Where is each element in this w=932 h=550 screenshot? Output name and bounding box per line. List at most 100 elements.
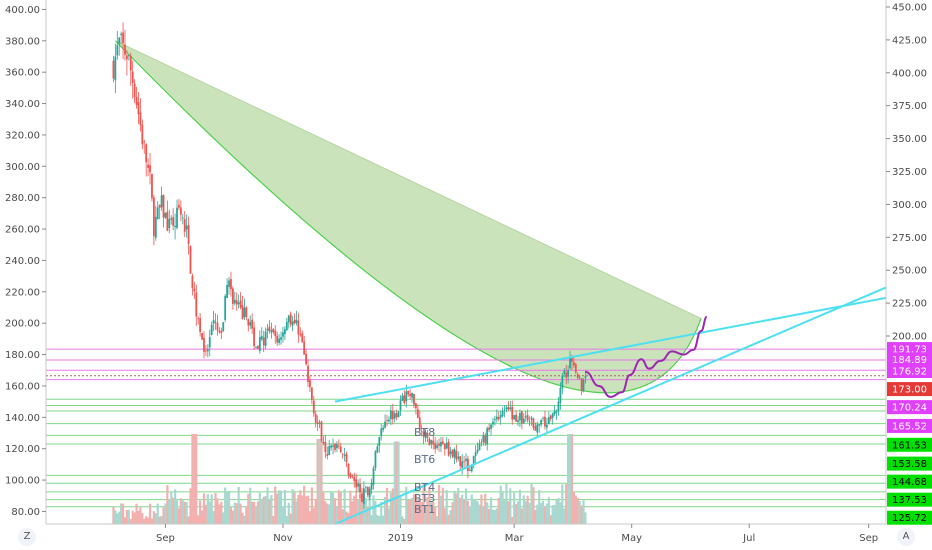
volume-bar [497, 497, 500, 524]
volume-bar [181, 500, 184, 524]
candle-body [501, 411, 504, 417]
candle-body [415, 403, 417, 409]
trendline[interactable] [334, 293, 902, 403]
volume-bar [254, 506, 258, 524]
candle-body [305, 353, 307, 365]
candle-body [391, 411, 394, 420]
candle-body [364, 486, 367, 488]
cup-rim-line[interactable] [115, 40, 702, 319]
volume-bar [339, 492, 342, 524]
volume-bar [206, 494, 209, 524]
volume-bar [328, 504, 331, 524]
volume-bar [312, 507, 315, 524]
volume-bar [154, 513, 157, 524]
volume-bar [488, 508, 491, 524]
candle-body [536, 424, 539, 433]
time-axis[interactable]: Sep Nov 2019 Mar May Jul Sep [156, 524, 878, 544]
volume-bar [121, 503, 125, 524]
volume-bar [291, 489, 294, 524]
candle-body [307, 365, 309, 383]
candle-body [420, 431, 423, 433]
auto-zoom-button[interactable]: Z [18, 528, 36, 546]
candle-body [262, 337, 265, 346]
right-axis-label: 400.00 [892, 68, 927, 79]
volume-bar [351, 501, 354, 524]
candle-body [210, 324, 213, 335]
cup-curve[interactable] [114, 40, 702, 394]
candle-body [555, 411, 558, 413]
candle-body [403, 395, 406, 404]
candle-body [397, 411, 400, 418]
candle-body [164, 212, 167, 218]
volume-bar [197, 515, 200, 524]
candle-body [580, 378, 583, 392]
candle-body [549, 415, 552, 420]
time-axis-label: Nov [273, 533, 293, 544]
candle-body [343, 454, 346, 457]
candle-body [434, 443, 437, 449]
price-tag-bg [887, 456, 932, 471]
candle-body [497, 416, 500, 420]
volume-bar [553, 504, 556, 524]
candle-body [131, 71, 134, 83]
cup-wedge-fill [115, 40, 702, 393]
projection-path[interactable] [585, 315, 708, 398]
trendline-layer[interactable] [334, 279, 902, 525]
candle-body [476, 449, 479, 453]
volume-bar [432, 502, 435, 524]
volume-bar [150, 518, 154, 524]
candle-body [274, 330, 277, 337]
volume-bar [397, 441, 400, 524]
candle-body [386, 420, 388, 421]
trendline[interactable] [334, 279, 902, 525]
candle-body [538, 424, 541, 426]
candle-body [359, 483, 361, 493]
right-price-axis[interactable]: 450.00 425.00 400.00 375.00 350.00 325.00 300.… [886, 3, 927, 343]
volume-bar [466, 500, 470, 524]
volume-bar [175, 498, 179, 524]
volume-bar [289, 513, 292, 524]
left-axis-label: 80.00 [11, 507, 40, 518]
volume-bar [281, 506, 285, 524]
candle-body [114, 56, 117, 81]
candle-body [468, 469, 471, 471]
right-axis-label: 250.00 [892, 266, 927, 277]
volume-bar [391, 488, 394, 524]
volume-bar [486, 502, 489, 524]
projection-layer[interactable] [585, 315, 708, 398]
volume-bar [416, 500, 419, 524]
volume-bar [449, 510, 452, 524]
candle-layer [112, 22, 587, 509]
candle-body [503, 409, 506, 411]
candle-body [436, 445, 439, 448]
volume-bar [220, 501, 223, 524]
volume-bar [567, 434, 570, 524]
volume-bar [355, 494, 358, 524]
volume-bar [380, 501, 383, 524]
volume-bar [513, 492, 516, 524]
volume-bar [114, 510, 117, 524]
candle-body [258, 337, 261, 352]
candle-body [181, 217, 184, 219]
candle-body [160, 195, 163, 208]
volume-bar [462, 499, 466, 524]
price-tag-bg [887, 364, 932, 379]
left-axis-label: 140.00 [5, 413, 40, 424]
volume-bar [199, 500, 202, 524]
candle-body [178, 204, 180, 208]
volume-bar [412, 494, 416, 524]
candle-body [505, 407, 508, 409]
volume-bar [434, 506, 437, 524]
candle-body [149, 165, 151, 173]
left-price-axis[interactable]: 400.00 380.00 360.00 340.00 320.00 300.00 280.… [5, 5, 46, 518]
candle-body [156, 207, 159, 220]
candle-body [445, 442, 448, 449]
volume-bar [112, 506, 115, 524]
volume-bar [162, 507, 165, 524]
volume-bar [436, 516, 439, 524]
volume-bar [156, 503, 159, 524]
volume-bar [295, 501, 298, 524]
auto-scale-button[interactable]: A [897, 528, 915, 546]
volume-bar [493, 509, 496, 524]
